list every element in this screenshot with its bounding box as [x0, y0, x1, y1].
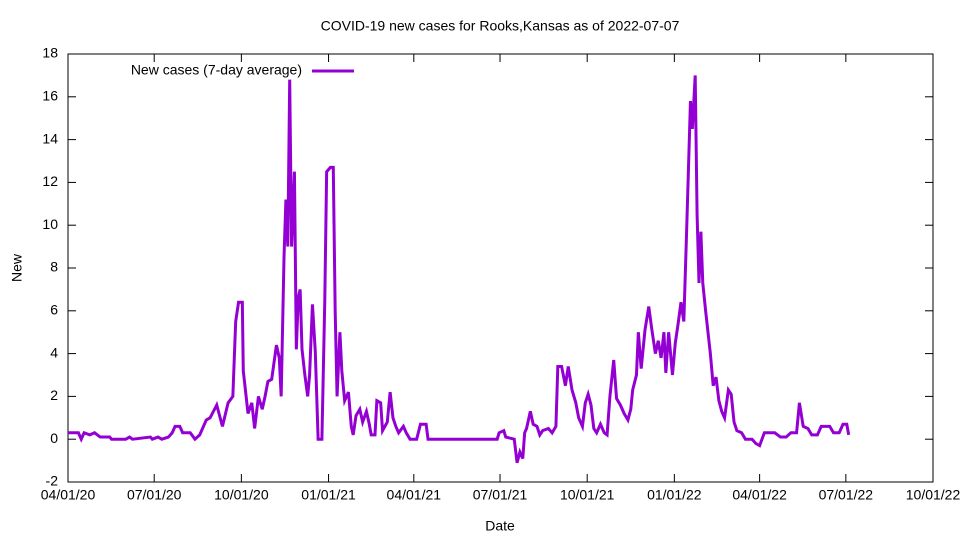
legend-label: New cases (7-day average) [131, 62, 302, 78]
series-line [68, 75, 851, 464]
x-tick-label: 07/01/21 [473, 487, 528, 503]
x-tick-label: 04/01/22 [732, 487, 787, 503]
y-tick-label: 16 [42, 88, 58, 104]
plot-border [67, 53, 934, 483]
x-tick-label: 07/01/22 [819, 487, 874, 503]
x-tick-label: 04/01/21 [387, 487, 442, 503]
y-tick-label: -2 [46, 473, 59, 489]
y-axis-label: New [9, 253, 25, 282]
x-axis-label: Date [485, 518, 515, 534]
y-tick-label: 10 [42, 216, 58, 232]
y-tick-label: 14 [42, 130, 58, 146]
x-tick-label: 10/01/22 [906, 487, 960, 503]
x-tick-label: 04/01/20 [41, 487, 96, 503]
y-tick-label: 6 [50, 302, 58, 318]
y-tick-label: 0 [50, 430, 58, 446]
x-tick-label: 10/01/21 [560, 487, 615, 503]
x-tick-label: 07/01/20 [127, 487, 182, 503]
x-tick-label: 10/01/20 [214, 487, 269, 503]
y-tick-label: 4 [50, 344, 58, 360]
y-tick-label: 8 [50, 259, 58, 275]
chart-title: COVID-19 new cases for Rooks,Kansas as o… [321, 18, 680, 34]
y-tick-label: 12 [42, 173, 58, 189]
x-tick-label: 01/01/21 [301, 487, 356, 503]
y-tick-label: 2 [50, 387, 58, 403]
y-tick-label: 18 [42, 45, 58, 61]
x-tick-label: 01/01/22 [647, 487, 702, 503]
